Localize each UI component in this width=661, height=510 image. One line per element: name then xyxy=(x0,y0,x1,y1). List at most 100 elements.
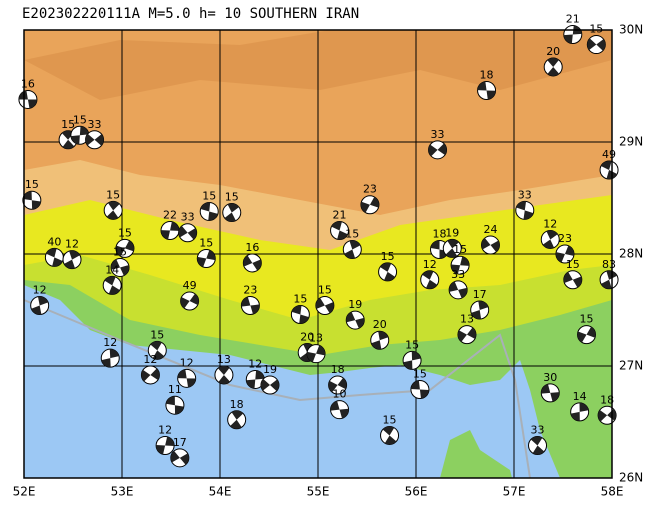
lon-label: 55E xyxy=(307,485,330,499)
focal-mechanism: 40 xyxy=(44,235,64,267)
beachball-quadrant xyxy=(601,270,618,289)
depth-label: 33 xyxy=(518,188,532,201)
focal-mechanism: 15 xyxy=(222,191,242,223)
lat-label: 26N xyxy=(619,471,643,485)
depth-label: 15 xyxy=(383,413,397,426)
focal-mechanism: 12 xyxy=(245,357,265,389)
depth-label: 15 xyxy=(61,118,75,131)
depth-label: 49 xyxy=(183,279,197,292)
depth-label: 49 xyxy=(602,148,616,161)
focal-mechanism: 23 xyxy=(360,183,380,215)
depth-label: 11 xyxy=(168,383,182,396)
lat-label: 27N xyxy=(619,359,643,373)
focal-mechanism: 15 xyxy=(147,328,167,360)
beachball-quadrant xyxy=(331,221,348,240)
depth-label: 40 xyxy=(47,235,61,248)
focal-mechanism: 33 xyxy=(85,118,105,150)
beachball-quadrant xyxy=(180,293,199,309)
beachball-quadrant xyxy=(230,410,244,429)
lon-label: 54E xyxy=(209,485,232,499)
depth-label: 12 xyxy=(180,356,194,369)
depth-label: 13 xyxy=(460,313,474,326)
depth-label: 15 xyxy=(589,23,603,36)
depth-label: 15 xyxy=(118,226,132,239)
beachball-quadrant xyxy=(31,296,49,315)
beachball-quadrant xyxy=(471,301,489,320)
focal-mechanism: 24 xyxy=(480,223,500,255)
depth-label: 33 xyxy=(88,118,102,131)
focal-mechanism: 33 xyxy=(528,424,548,456)
beachball-quadrant xyxy=(307,345,326,363)
depth-label: 14 xyxy=(573,390,587,403)
depth-label: 33 xyxy=(451,268,465,281)
lat-label: 29N xyxy=(619,135,643,149)
beachball-quadrant xyxy=(371,331,389,350)
depth-label: 12 xyxy=(65,238,79,251)
depth-label: 23 xyxy=(243,284,257,297)
beachball-quadrant xyxy=(344,240,361,259)
beachball-quadrant xyxy=(360,196,379,213)
beachball-quadrant xyxy=(166,396,184,415)
depth-label: 17 xyxy=(473,288,487,301)
depth-label: 15 xyxy=(345,228,359,241)
focal-mechanism: 15 xyxy=(290,292,310,324)
depth-label: 16 xyxy=(21,77,35,90)
focal-mechanism: 12 xyxy=(540,217,560,249)
beachball-quadrant xyxy=(555,245,574,263)
focal-mechanism: 15 xyxy=(196,236,216,268)
focal-mechanism: 23 xyxy=(240,284,260,316)
focal-mechanism: 33 xyxy=(515,188,535,220)
focal-mechanism: 49 xyxy=(180,279,200,311)
focal-mechanism: 18 xyxy=(597,393,617,425)
beachball-quadrant xyxy=(260,378,279,392)
depth-label: 13 xyxy=(217,353,231,366)
beachball-quadrant xyxy=(106,201,120,220)
depth-label: 15 xyxy=(73,113,87,126)
focal-mechanism: 11 xyxy=(165,383,185,415)
beachball-quadrant xyxy=(410,380,429,399)
lon-label: 53E xyxy=(111,485,134,499)
depth-label: 20 xyxy=(373,318,387,331)
focal-mechanism: 15 xyxy=(115,226,135,258)
focal-mechanism: 15 xyxy=(380,413,400,445)
depth-label: 19 xyxy=(348,298,362,311)
beachball-quadrant xyxy=(430,240,449,259)
focal-mechanism: 15 xyxy=(342,228,362,260)
focal-mechanism: 12 xyxy=(100,336,120,368)
focal-mechanism: 10 xyxy=(330,388,350,420)
depth-label: 15 xyxy=(199,236,213,249)
focal-mechanism: 15 xyxy=(70,113,90,145)
focal-mechanism: 16 xyxy=(18,77,38,109)
beachball-quadrant xyxy=(246,370,265,389)
focal-mechanism: 15 xyxy=(563,258,583,290)
focal-mechanism: 15 xyxy=(199,189,219,221)
beachball-quadrant xyxy=(449,281,468,299)
focal-mechanism: 18 xyxy=(477,68,497,100)
depth-label: 12 xyxy=(423,258,437,271)
focal-mechanism: 13 xyxy=(457,313,477,345)
lon-label: 52E xyxy=(13,485,36,499)
beachball-quadrant xyxy=(547,57,560,76)
focal-mechanism: 23 xyxy=(555,232,575,264)
beachball-quadrant xyxy=(177,369,196,388)
focal-mechanism: 33 xyxy=(448,268,468,300)
beachball-quadrant xyxy=(101,349,120,368)
depth-label: 20 xyxy=(546,45,560,58)
map-title: E202302220111A M=5.0 h= 10 SOUTHERN IRAN xyxy=(22,6,359,22)
depth-label: 30 xyxy=(543,371,557,384)
focal-mechanism: 20 xyxy=(370,318,390,350)
lat-label: 28N xyxy=(619,247,643,261)
focal-mechanism: 18 xyxy=(328,363,348,395)
focal-mechanism: 12 xyxy=(62,238,82,270)
beachball-quadrant xyxy=(445,239,459,258)
focal-mechanism: 17 xyxy=(170,436,190,468)
beachball-quadrant xyxy=(46,248,63,267)
depth-label: 23 xyxy=(558,232,572,245)
beachball-quadrant xyxy=(178,225,197,240)
depth-label: 18 xyxy=(433,228,447,241)
depth-label: 18 xyxy=(331,363,345,376)
depth-label: 20 xyxy=(300,331,314,344)
focal-mechanism: 16 xyxy=(242,241,262,273)
depth-label: 23 xyxy=(363,183,377,196)
depth-label: 16 xyxy=(245,241,259,254)
